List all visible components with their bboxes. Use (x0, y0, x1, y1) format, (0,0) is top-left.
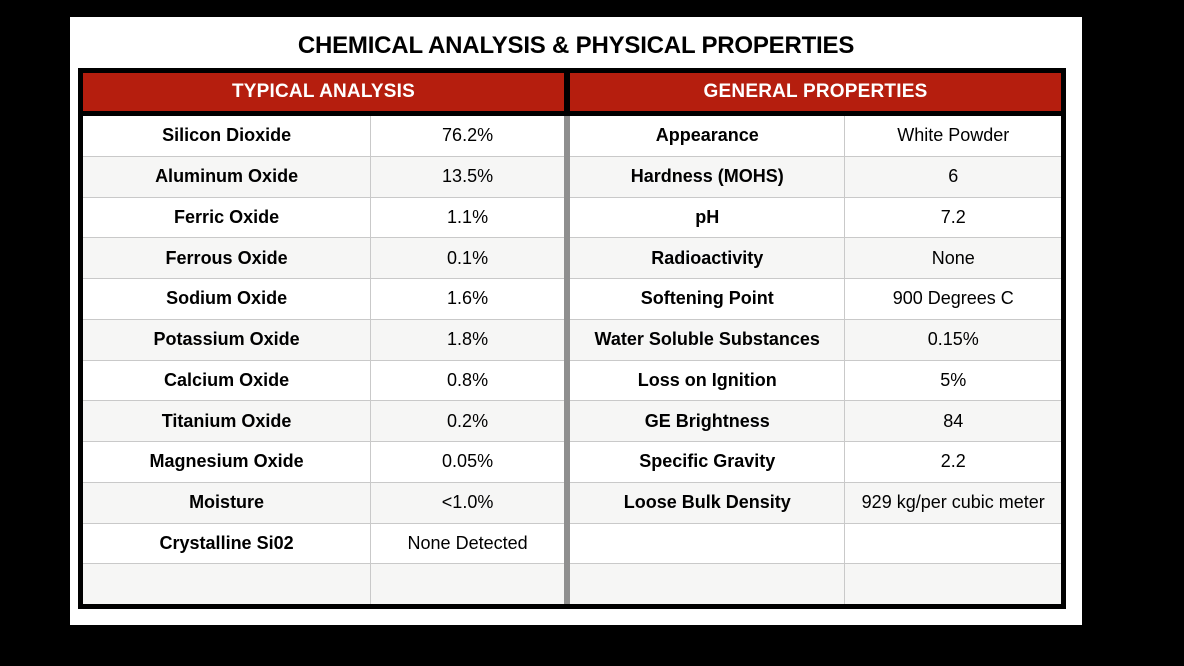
property-value (370, 564, 564, 604)
property-value: 0.8% (370, 360, 564, 401)
property-name: Specific Gravity (639, 451, 776, 472)
property-name: Ferric Oxide (174, 206, 280, 227)
spec-sheet-card: CHEMICAL ANALYSIS & PHYSICAL PROPERTIES … (70, 17, 1082, 625)
page-title: CHEMICAL ANALYSIS & PHYSICAL PROPERTIES (297, 32, 855, 59)
table-row: Calcium Oxide 0.8% (83, 359, 564, 401)
property-value: 0.15% (844, 319, 1061, 360)
table-row: Ferrous Oxide 0.1% (83, 237, 564, 278)
property-name: Appearance (655, 125, 759, 146)
table-row: Loose Bulk Density 929 kg/per cubic mete… (570, 481, 1061, 523)
property-name: pH (695, 206, 720, 227)
property-name: Moisture (189, 492, 265, 513)
table-row: Specific Gravity 2.2 (570, 441, 1061, 482)
table-row: Water Soluble Substances 0.15% (570, 318, 1061, 360)
property-name: Magnesium Oxide (149, 451, 304, 472)
property-name: Softening Point (640, 288, 774, 309)
typical-analysis-rows: Silicon Dioxide 76.2% Aluminum Oxide 13.… (83, 116, 564, 604)
table-row-empty (83, 563, 564, 604)
property-value: White Powder (844, 116, 1061, 156)
property-value: 2.2 (844, 442, 1061, 482)
table-row: Crystalline Si02 None Detected (83, 522, 564, 564)
table-row: Hardness (MOHS) 6 (570, 155, 1061, 197)
table-row: Loss on Ignition 5% (570, 359, 1061, 401)
property-value: 0.1% (370, 238, 564, 278)
general-properties-rows: Appearance White Powder Hardness (MOHS) … (570, 116, 1061, 604)
spec-table: TYPICAL ANALYSIS Silicon Dioxide 76.2% A… (78, 68, 1066, 609)
typical-analysis-table: TYPICAL ANALYSIS Silicon Dioxide 76.2% A… (83, 73, 564, 604)
property-name (570, 564, 844, 604)
center-divider-header-segment (564, 73, 570, 116)
property-name: GE Brightness (644, 410, 770, 431)
property-value: 929 kg/per cubic meter (844, 482, 1061, 523)
property-name: Ferrous Oxide (165, 247, 288, 268)
table-row: Moisture <1.0% (83, 481, 564, 523)
property-value: None Detected (370, 523, 564, 564)
property-value: 1.1% (370, 197, 564, 238)
property-name: Crystalline Si02 (159, 532, 294, 553)
property-value: 900 Degrees C (844, 279, 1061, 319)
property-name: Loose Bulk Density (623, 492, 791, 513)
property-name: Calcium Oxide (164, 369, 290, 390)
property-name (83, 564, 370, 604)
property-name (570, 524, 844, 564)
table-row-empty (570, 563, 1061, 604)
property-value: 1.8% (370, 319, 564, 360)
property-value: 84 (844, 401, 1061, 441)
property-name: Potassium Oxide (153, 329, 300, 350)
property-value: 0.2% (370, 401, 564, 441)
table-row: Silicon Dioxide 76.2% (83, 116, 564, 156)
property-value: 7.2 (844, 197, 1061, 238)
table-row: Magnesium Oxide 0.05% (83, 441, 564, 482)
general-properties-header: GENERAL PROPERTIES (570, 73, 1061, 116)
table-row: GE Brightness 84 (570, 400, 1061, 441)
property-name: Titanium Oxide (161, 410, 292, 431)
table-row: Titanium Oxide 0.2% (83, 400, 564, 441)
table-row: Aluminum Oxide 13.5% (83, 155, 564, 197)
general-properties-table: GENERAL PROPERTIES Appearance White Powd… (570, 73, 1061, 604)
property-value: <1.0% (370, 482, 564, 523)
table-row: Sodium Oxide 1.6% (83, 278, 564, 319)
table-row: Potassium Oxide 1.8% (83, 318, 564, 360)
property-value: 13.5% (370, 156, 564, 197)
table-row: Radioactivity None (570, 237, 1061, 278)
property-value (844, 523, 1061, 564)
property-value: 1.6% (370, 279, 564, 319)
table-row: pH 7.2 (570, 196, 1061, 238)
property-name: Aluminum Oxide (155, 166, 299, 187)
property-value: 5% (844, 360, 1061, 401)
table-row: Softening Point 900 Degrees C (570, 278, 1061, 319)
property-name: Water Soluble Substances (594, 329, 820, 350)
table-row-empty (570, 522, 1061, 564)
property-name: Sodium Oxide (166, 288, 288, 309)
property-value: 76.2% (370, 116, 564, 156)
property-name: Silicon Dioxide (162, 125, 292, 146)
center-divider (564, 73, 570, 604)
typical-analysis-header: TYPICAL ANALYSIS (83, 73, 564, 116)
property-name: Radioactivity (651, 247, 764, 268)
table-row: Ferric Oxide 1.1% (83, 196, 564, 238)
property-value: 6 (844, 156, 1061, 197)
property-value (844, 564, 1061, 604)
property-value: 0.05% (370, 442, 564, 482)
table-row: Appearance White Powder (570, 116, 1061, 156)
property-value: None (844, 238, 1061, 278)
property-name: Hardness (MOHS) (630, 166, 784, 187)
property-name: Loss on Ignition (637, 369, 777, 390)
